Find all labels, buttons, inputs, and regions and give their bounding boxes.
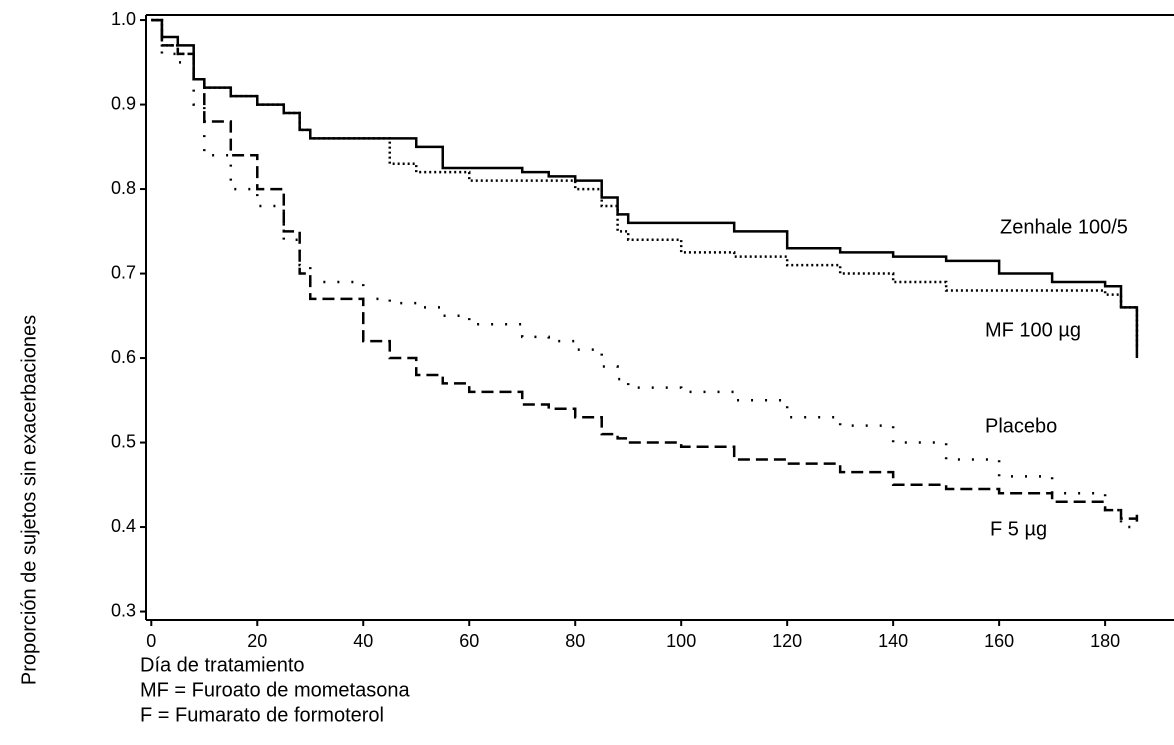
y-tick-label: 0.6 <box>111 347 136 367</box>
x-tick-label: 180 <box>1090 631 1120 651</box>
y-axis-label: Proporción de sujetos sin exacerbaciones <box>18 315 40 685</box>
series-label: Zenhale 100/5 <box>1000 216 1128 238</box>
series-line <box>151 18 1139 520</box>
y-tick-label: 0.3 <box>111 600 136 620</box>
x-tick-label: 0 <box>146 631 156 651</box>
x-tick-label: 40 <box>353 631 373 651</box>
x-tick-label: 140 <box>878 631 908 651</box>
y-tick-label: 0.7 <box>111 262 136 282</box>
y-tick-label: 0.8 <box>111 178 136 198</box>
x-tick-label: 80 <box>565 631 585 651</box>
x-axis-label: Día de tratamiento <box>140 654 305 676</box>
series-label: MF 100 µg <box>985 319 1081 341</box>
series-line <box>151 18 1139 350</box>
series-label: Placebo <box>985 415 1057 437</box>
x-tick-label: 100 <box>666 631 696 651</box>
note: MF = Furoato de mometasona <box>140 679 410 701</box>
y-tick-label: 1.0 <box>111 9 136 29</box>
x-tick-label: 60 <box>459 631 479 651</box>
y-tick-label: 0.4 <box>111 516 136 536</box>
y-tick-label: 0.5 <box>111 431 136 451</box>
y-tick-label: 0.9 <box>111 93 136 113</box>
series-line <box>151 18 1139 529</box>
note: F = Fumarato de formoterol <box>140 704 384 726</box>
series-line <box>151 18 1139 359</box>
x-tick-label: 120 <box>772 631 802 651</box>
x-tick-label: 160 <box>984 631 1014 651</box>
x-tick-label: 20 <box>247 631 267 651</box>
series-label: F 5 µg <box>990 518 1047 540</box>
